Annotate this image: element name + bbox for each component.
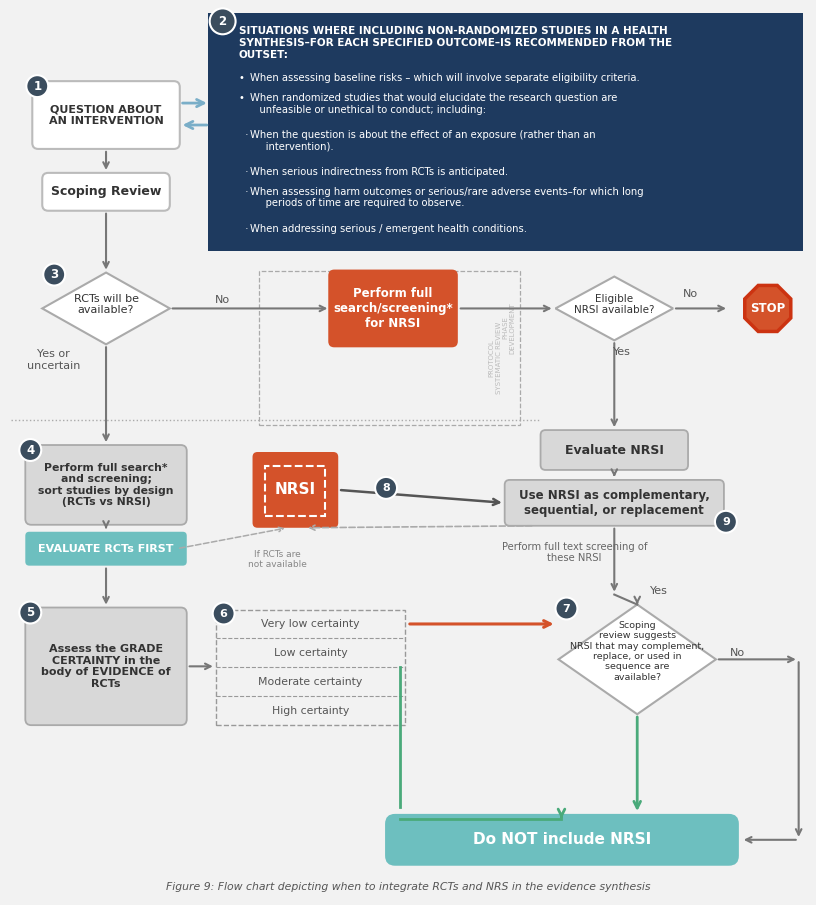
Text: 2: 2 [219, 14, 227, 28]
Polygon shape [42, 272, 170, 344]
Text: ·: · [238, 167, 248, 176]
Circle shape [715, 510, 737, 533]
Text: •: • [238, 93, 245, 103]
FancyBboxPatch shape [540, 430, 688, 470]
Text: Eligible
NRSI available?: Eligible NRSI available? [574, 293, 654, 315]
Polygon shape [745, 285, 791, 331]
Text: STOP: STOP [750, 302, 785, 315]
Text: 4: 4 [26, 443, 34, 456]
Text: Yes: Yes [614, 348, 632, 357]
Text: Low certainty: Low certainty [273, 648, 347, 658]
Circle shape [556, 597, 578, 620]
Text: Yes: Yes [650, 586, 668, 595]
FancyBboxPatch shape [25, 445, 187, 525]
Circle shape [213, 603, 234, 624]
FancyBboxPatch shape [328, 270, 458, 348]
Text: If RCTs are
not available: If RCTs are not available [248, 549, 307, 569]
Text: 1: 1 [33, 80, 42, 92]
Text: Use NRSI as complementary,
sequential, or replacement: Use NRSI as complementary, sequential, o… [519, 489, 710, 517]
Polygon shape [558, 605, 716, 714]
Text: QUESTION ABOUT
AN INTERVENTION: QUESTION ABOUT AN INTERVENTION [49, 104, 163, 126]
Text: Perform full
search/screening*
for NRSI: Perform full search/screening* for NRSI [333, 287, 453, 330]
FancyBboxPatch shape [252, 452, 339, 528]
Text: SITUATIONS WHERE INCLUDING NON-RANDOMIZED STUDIES IN A HEALTH
SYNTHESIS–FOR EACH: SITUATIONS WHERE INCLUDING NON-RANDOMIZE… [238, 26, 672, 60]
Text: Do NOT include NRSI: Do NOT include NRSI [472, 833, 651, 847]
Text: ·: · [238, 186, 248, 196]
Text: Figure 9: Flow chart depicting when to integrate RCTs and NRS in the evidence sy: Figure 9: Flow chart depicting when to i… [166, 881, 650, 891]
Circle shape [20, 439, 42, 461]
Text: EVALUATE RCTs FIRST: EVALUATE RCTs FIRST [38, 544, 174, 554]
Text: ·: · [238, 130, 248, 140]
Text: 7: 7 [562, 604, 570, 614]
Text: Perform full search*
and screening;
sort studies by design
(RCTs vs NRSI): Perform full search* and screening; sort… [38, 462, 174, 508]
Text: NRSI: NRSI [275, 482, 316, 498]
Text: Moderate certainty: Moderate certainty [258, 677, 362, 687]
Circle shape [20, 602, 42, 624]
Text: 3: 3 [50, 268, 58, 281]
Text: •: • [238, 73, 245, 83]
Text: Perform full text screening of
these NRSI: Perform full text screening of these NRS… [502, 542, 647, 563]
Text: 8: 8 [382, 483, 390, 493]
Text: PROTOCOL
SYSTEMATIC REVIEW: PROTOCOL SYSTEMATIC REVIEW [489, 321, 502, 394]
FancyBboxPatch shape [33, 81, 180, 149]
Text: When addressing serious / emergent health conditions.: When addressing serious / emergent healt… [250, 224, 526, 233]
Text: High certainty: High certainty [272, 706, 349, 716]
Text: 6: 6 [220, 608, 228, 618]
Text: No: No [730, 648, 745, 658]
Text: PHASE
DEVELOPMENT: PHASE DEVELOPMENT [503, 302, 516, 354]
FancyBboxPatch shape [25, 607, 187, 725]
Circle shape [26, 75, 48, 97]
Polygon shape [556, 277, 673, 340]
FancyBboxPatch shape [504, 480, 724, 526]
Text: When the question is about the effect of an exposure (rather than an
     interv: When the question is about the effect of… [250, 130, 595, 152]
Text: Yes or
uncertain: Yes or uncertain [27, 349, 80, 371]
Text: Very low certainty: Very low certainty [261, 619, 360, 629]
Bar [208, 14, 803, 251]
Text: When serious indirectness from RCTs is anticipated.: When serious indirectness from RCTs is a… [250, 167, 508, 176]
Text: No: No [215, 295, 230, 306]
Text: ·: · [238, 224, 248, 233]
Text: No: No [683, 290, 698, 300]
Text: When randomized studies that would elucidate the research question are
   unfeas: When randomized studies that would eluci… [250, 93, 617, 115]
Text: When assessing baseline risks – which will involve separate eligibility criteria: When assessing baseline risks – which wi… [250, 73, 639, 83]
Text: Evaluate NRSI: Evaluate NRSI [565, 443, 663, 456]
FancyBboxPatch shape [25, 532, 187, 566]
Circle shape [210, 8, 236, 34]
Circle shape [375, 477, 397, 499]
Text: RCTs will be
available?: RCTs will be available? [73, 293, 139, 315]
Text: Scoping Review: Scoping Review [51, 186, 162, 198]
Text: When assessing harm outcomes or serious/rare adverse events–for which long
     : When assessing harm outcomes or serious/… [250, 186, 643, 208]
Text: Assess the GRADE
CERTAINTY in the
body of EVIDENCE of
RCTs: Assess the GRADE CERTAINTY in the body o… [42, 644, 171, 689]
Text: 5: 5 [26, 606, 34, 619]
Text: Scoping
review suggests
NRSI that may complement,
replace, or used in
sequence a: Scoping review suggests NRSI that may co… [570, 621, 704, 681]
FancyBboxPatch shape [385, 814, 738, 866]
Text: 9: 9 [722, 517, 730, 527]
FancyBboxPatch shape [42, 173, 170, 211]
Circle shape [43, 263, 65, 285]
